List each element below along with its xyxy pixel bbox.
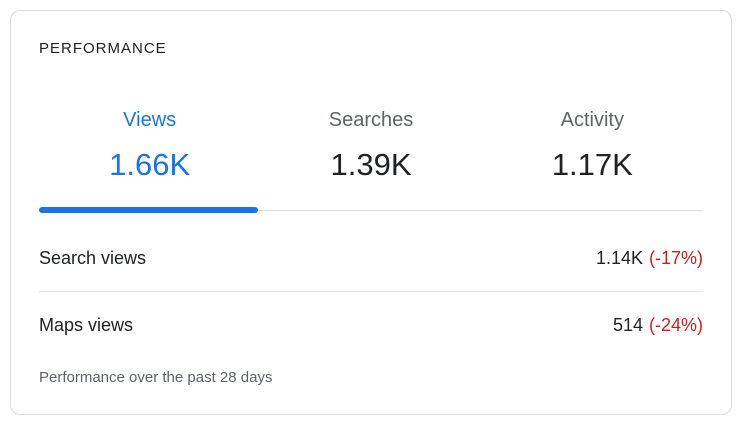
- stat-value: 514 (-24%): [613, 313, 703, 337]
- card-title: PERFORMANCE: [39, 40, 167, 57]
- stat-change-percent: (-24%): [648, 315, 703, 335]
- tab-activity[interactable]: Activity 1.17K: [482, 107, 703, 185]
- tab-views[interactable]: Views 1.66K: [39, 107, 260, 185]
- stat-label: Maps views: [39, 315, 134, 335]
- stat-row-search-views: Search views 1.14K (-17%): [39, 225, 703, 291]
- tab-searches[interactable]: Searches 1.39K: [260, 107, 481, 185]
- stat-label: Search views: [39, 248, 147, 268]
- stat-value-number: 514: [612, 315, 643, 335]
- metric-tabs: Views 1.66K Searches 1.39K Activity 1.17…: [39, 107, 703, 185]
- tab-views-value: 1.66K: [109, 147, 191, 182]
- tab-searches-value: 1.39K: [330, 147, 412, 182]
- tab-activity-label: Activity: [560, 109, 624, 131]
- stat-change-percent: (-17%): [648, 248, 703, 268]
- stat-row-maps-views: Maps views 514 (-24%): [39, 291, 703, 358]
- performance-period-caption: Performance over the past 28 days: [39, 369, 273, 386]
- stats-list: Search views 1.14K (-17%) Maps views 514(…: [39, 225, 703, 358]
- stat-value: 1.14K (-17%): [596, 246, 703, 270]
- active-tab-indicator: [39, 207, 259, 213]
- tab-searches-label: Searches: [328, 109, 414, 131]
- performance-card: PERFORMANCE Views 1.66K Searches 1.39K A…: [10, 10, 732, 415]
- stat-value-number: 1.14K: [595, 248, 643, 268]
- tab-indicator-track: [39, 207, 703, 213]
- tab-views-label: Views: [123, 109, 177, 131]
- tab-activity-value: 1.17K: [551, 147, 633, 182]
- tabs-divider-line: [39, 210, 703, 211]
